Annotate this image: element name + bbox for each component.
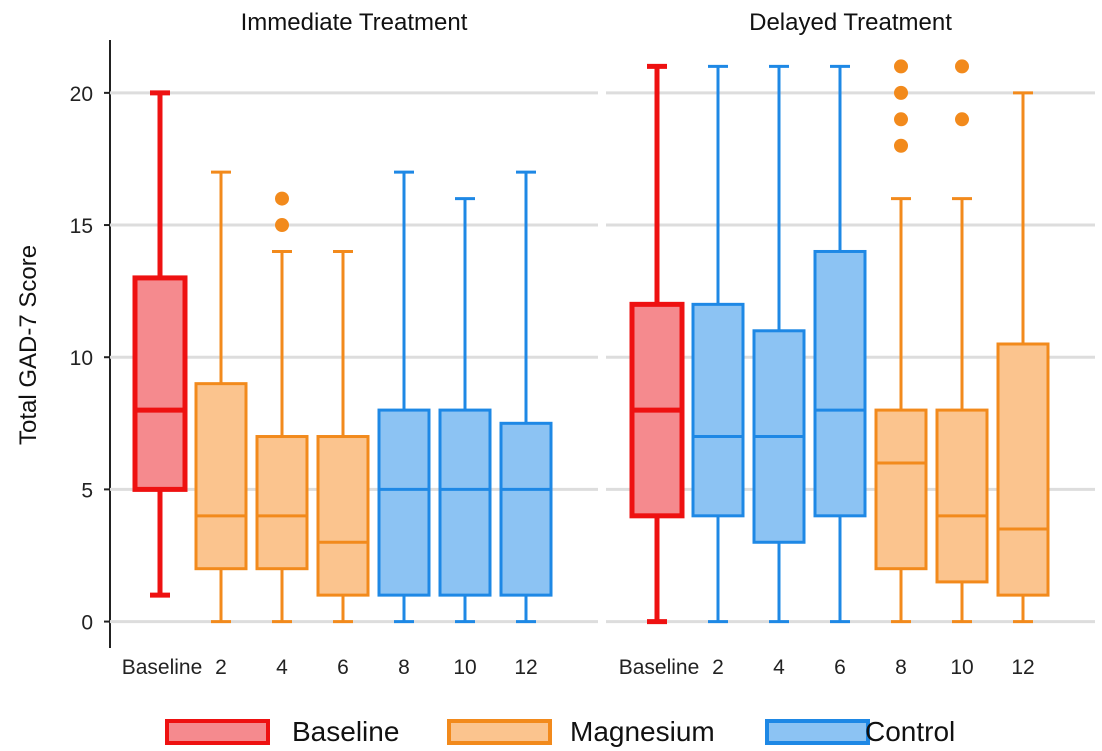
- y-tick-label: 20: [70, 83, 93, 106]
- outlier-point: [894, 138, 908, 153]
- panel-delayed: [606, 59, 1095, 625]
- box-baseline-baseline: [132, 90, 188, 598]
- box-iqr: [874, 408, 928, 571]
- box-baseline-baseline: [629, 63, 685, 625]
- box-iqr: [691, 302, 745, 518]
- box-magnesium-12: [996, 91, 1050, 624]
- box-iqr: [194, 382, 248, 571]
- box-iqr: [438, 408, 492, 597]
- box-magnesium-10: [935, 59, 989, 624]
- chart-legend: Baseline Magnesium Control: [0, 710, 1102, 750]
- y-tick-label: 10: [70, 347, 93, 370]
- outlier-point: [275, 191, 289, 206]
- legend-label-baseline: Baseline: [292, 716, 400, 747]
- y-tick-label: 0: [81, 612, 93, 635]
- y-tick-label: 15: [70, 215, 93, 238]
- panel-immediate: [110, 90, 598, 624]
- box-iqr: [316, 435, 370, 597]
- box-control-6: [813, 64, 867, 624]
- box-iqr: [132, 275, 188, 492]
- x-tick-label: 8: [895, 656, 907, 679]
- x-tick-label: 12: [514, 656, 537, 679]
- box-magnesium-8: [874, 59, 928, 624]
- box-control-10: [438, 197, 492, 624]
- x-tick-label: 8: [398, 656, 410, 679]
- x-tick-label: 6: [834, 656, 846, 679]
- x-tick-label: 12: [1011, 656, 1034, 679]
- box-magnesium-2: [194, 170, 248, 624]
- x-tick-label: 2: [712, 656, 724, 679]
- legend-swatch-baseline: [165, 719, 270, 745]
- box-iqr: [255, 435, 309, 571]
- outlier-point: [894, 85, 908, 100]
- x-tick-label: Baseline: [619, 656, 700, 679]
- box-control-8: [377, 170, 431, 624]
- box-iqr: [499, 421, 553, 597]
- legend-label-control: Control: [865, 716, 956, 747]
- box-iqr: [377, 408, 431, 597]
- box-control-12: [499, 170, 553, 624]
- outlier-point: [955, 59, 969, 74]
- outlier-point: [955, 112, 969, 127]
- box-control-2: [691, 64, 745, 624]
- legend-label-magnesium: Magnesium: [570, 716, 715, 747]
- x-tick-label: 2: [215, 656, 227, 679]
- panel-title: Immediate Treatment: [241, 9, 468, 36]
- x-tick-label: 10: [950, 656, 973, 679]
- legend-swatch-magnesium: [447, 719, 552, 745]
- x-tick-label: Baseline: [122, 656, 203, 679]
- box-control-4: [752, 64, 806, 624]
- outlier-point: [894, 59, 908, 74]
- outlier-point: [894, 112, 908, 127]
- x-tick-label: 6: [337, 656, 349, 679]
- box-iqr: [935, 408, 989, 584]
- panel-title: Delayed Treatment: [749, 9, 952, 36]
- legend-swatch-control: [765, 719, 870, 745]
- x-tick-label: 4: [276, 656, 288, 679]
- gad7-boxplot-chart: Total GAD-7 Score 0 5 10 15 20 Immediate Treat…: [15, 9, 1095, 679]
- x-tick-label: 4: [773, 656, 785, 679]
- box-magnesium-4: [255, 191, 309, 624]
- box-iqr: [996, 342, 1050, 597]
- box-iqr: [813, 249, 867, 518]
- outlier-point: [275, 218, 289, 233]
- x-tick-label: 10: [453, 656, 476, 679]
- y-tick-label: 5: [81, 479, 93, 502]
- box-magnesium-6: [316, 249, 370, 624]
- y-axis-label: Total GAD-7 Score: [15, 245, 42, 445]
